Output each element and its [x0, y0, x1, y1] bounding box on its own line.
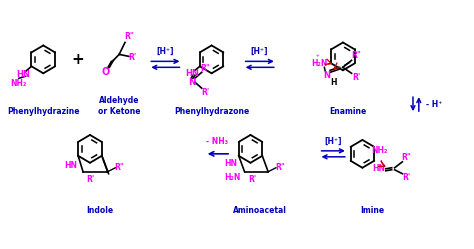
- Text: R": R": [124, 32, 134, 41]
- Text: R': R': [352, 73, 361, 82]
- Text: R": R": [275, 163, 285, 172]
- Text: ⁺: ⁺: [316, 55, 319, 61]
- Text: R': R': [201, 88, 210, 97]
- Text: R": R": [401, 153, 411, 162]
- Text: +: +: [71, 52, 84, 67]
- Text: H: H: [330, 78, 337, 87]
- Text: O: O: [101, 67, 109, 77]
- Text: NH₂: NH₂: [371, 146, 387, 155]
- Text: N: N: [188, 78, 196, 87]
- Text: HN: HN: [16, 70, 30, 79]
- Text: Imine: Imine: [360, 206, 384, 215]
- Text: HN: HN: [185, 69, 199, 78]
- Text: Phenylhydrazone: Phenylhydrazone: [174, 107, 249, 116]
- Text: R": R": [114, 163, 124, 172]
- Text: HN: HN: [64, 161, 77, 170]
- Text: HN: HN: [373, 164, 385, 173]
- Text: NH₂: NH₂: [10, 79, 27, 88]
- Text: Indole: Indole: [86, 206, 113, 215]
- Text: Enamine: Enamine: [329, 107, 366, 116]
- Text: [H⁺]: [H⁺]: [251, 47, 268, 56]
- Text: R': R': [128, 53, 137, 62]
- Text: R": R": [352, 51, 361, 60]
- Text: [H⁺]: [H⁺]: [156, 47, 173, 56]
- Text: - H⁺: - H⁺: [426, 100, 442, 109]
- Text: R": R": [201, 64, 210, 73]
- Text: H₂N: H₂N: [311, 59, 328, 68]
- Text: [H⁺]: [H⁺]: [325, 136, 342, 145]
- Text: Aldehyde
or Ketone: Aldehyde or Ketone: [98, 96, 140, 116]
- Text: HN: HN: [224, 159, 237, 168]
- Text: H₂N: H₂N: [225, 173, 241, 182]
- Text: Phenylhydrazine: Phenylhydrazine: [7, 107, 80, 116]
- Text: - NH₃: - NH₃: [206, 137, 228, 146]
- Text: R': R': [248, 175, 256, 184]
- Text: N: N: [324, 71, 331, 80]
- Text: R': R': [402, 173, 410, 182]
- Text: Aminoacetal: Aminoacetal: [233, 206, 287, 215]
- Text: R': R': [87, 175, 95, 184]
